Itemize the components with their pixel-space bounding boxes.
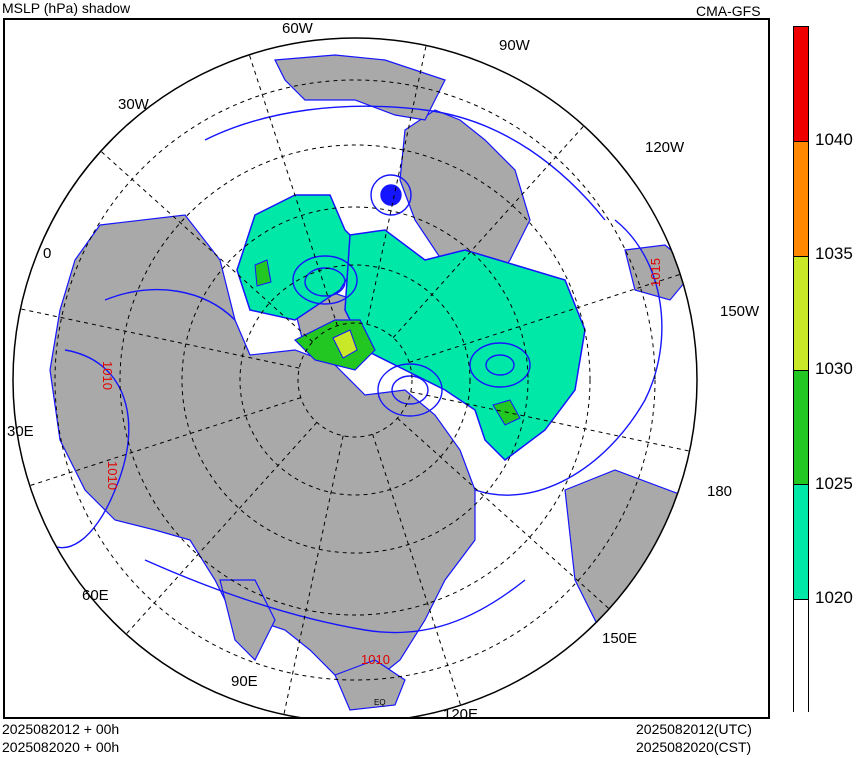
lon-label-60w: 60W (282, 20, 313, 37)
equator-label: EQ (374, 698, 386, 707)
colorbar-label-1025: 1025 (815, 474, 853, 493)
colorbar-bin (794, 484, 808, 599)
colorbar-label-1040: 1040 (815, 130, 853, 149)
lon-label-60e: 60E (82, 587, 109, 604)
map-panel: 60W 90W 30W 120W 0 150W 30E 180 60E 150E… (3, 18, 770, 719)
model-name: CMA-GFS (696, 3, 761, 19)
graticule (54, 79, 656, 681)
land-southeast-asia (334, 659, 406, 711)
colorbar (793, 26, 809, 713)
lon-label-0: 0 (43, 245, 52, 262)
colorbar-label-1030: 1030 (815, 359, 853, 378)
valid-time-cst: 2025082020(CST) (636, 739, 752, 755)
isobars (44, 105, 663, 634)
lon-label-90w: 90W (499, 37, 530, 54)
map-boundary (12, 37, 698, 717)
land-canada-arctic (274, 54, 446, 121)
colorbar-bin (794, 141, 808, 256)
lon-label-150w: 150W (720, 303, 760, 320)
lon-label-120e: 120E (443, 706, 479, 719)
map-title: MSLP (hPa) shadow (2, 0, 131, 16)
colorbar-bin (794, 370, 808, 485)
contour-label: 1010 (361, 652, 390, 667)
contour-label: 1010 (104, 461, 120, 490)
colorbar-bin (794, 255, 808, 370)
land-arabia-india (219, 579, 276, 662)
valid-time-utc: 2025082012(UTC) (636, 721, 752, 737)
colorbar-label-1035: 1035 (815, 244, 853, 263)
lon-label-180: 180 (707, 483, 733, 500)
contour-label: 1010 (99, 361, 115, 390)
lon-label-30e: 30E (7, 423, 34, 440)
lon-label-90e: 90E (231, 673, 258, 690)
lon-label-150e: 150E (602, 630, 638, 647)
lon-label-120w: 120W (645, 139, 685, 156)
contour-label: 1015 (647, 258, 663, 287)
colorbar-label-1020: 1020 (815, 588, 853, 607)
pressure-shading (236, 194, 586, 461)
colorbar-bin (794, 598, 808, 713)
colorbar-bin (794, 27, 808, 142)
init-time-line1: 2025082012 + 00h (2, 721, 120, 737)
polar-map (12, 37, 698, 717)
land-australia (564, 469, 697, 671)
lon-label-30w: 30W (118, 96, 149, 113)
init-time-line2: 2025082020 + 00h (2, 739, 120, 755)
